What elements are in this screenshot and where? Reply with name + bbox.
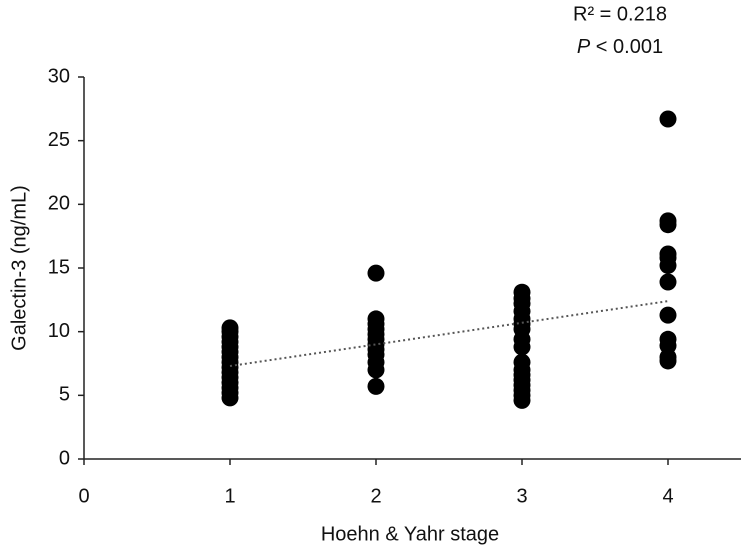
data-point: [659, 110, 677, 128]
y-tick-label: 0: [59, 447, 70, 469]
data-point: [513, 338, 531, 356]
data-point: [659, 256, 677, 274]
data-point: [659, 273, 677, 291]
x-axis-label: Hoehn & Yahr stage: [321, 523, 499, 545]
trendline: [229, 300, 669, 368]
data-point: [659, 216, 677, 234]
x-tick-label: 2: [370, 485, 381, 507]
data-point: [221, 389, 239, 407]
y-tick-label: 25: [48, 129, 70, 151]
x-tick-label: 3: [516, 485, 527, 507]
y-tick-label: 30: [48, 65, 70, 87]
y-tick-label: 20: [48, 193, 70, 215]
p-text: < 0.001: [590, 36, 663, 58]
data-point: [367, 361, 385, 379]
x-tick-label: 1: [224, 485, 235, 507]
y-tick-label: 15: [48, 256, 70, 278]
p-value: P < 0.001: [577, 36, 663, 58]
data-point: [367, 264, 385, 282]
y-tick-label: 5: [59, 384, 70, 406]
data-point: [367, 377, 385, 395]
y-axis-label: Galectin-3 (ng/mL): [8, 185, 30, 351]
data-point: [659, 352, 677, 370]
data-point: [659, 306, 677, 324]
x-tick-label: 4: [662, 485, 673, 507]
p-symbol: P: [577, 36, 591, 58]
r-squared: R² = 0.218: [573, 3, 667, 25]
x-tick-label: 0: [78, 485, 89, 507]
y-tick-label: 10: [48, 320, 70, 342]
data-point: [513, 391, 531, 409]
